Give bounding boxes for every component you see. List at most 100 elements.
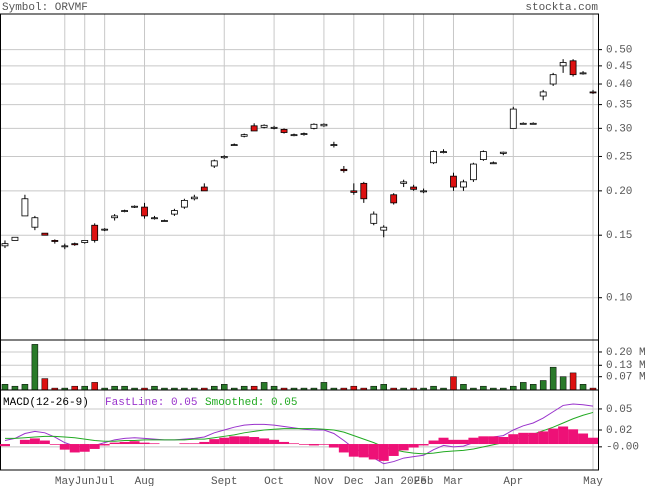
macd-histogram [0, 444, 10, 447]
candle-body [380, 226, 388, 231]
candle-body [31, 217, 39, 228]
volume-bar [520, 382, 527, 391]
x-tick-label: Apr [503, 476, 523, 486]
y-tick-label: 0.20 M [606, 347, 646, 359]
candle-body [549, 74, 557, 85]
macd-histogram [209, 439, 220, 445]
macd-histogram [79, 444, 90, 452]
macd-histogram [139, 442, 150, 445]
macd-histogram [119, 441, 130, 445]
y-tick-label: 0.25 [606, 151, 632, 163]
macd-histogram [189, 443, 200, 445]
macd-histogram [528, 432, 539, 445]
macd-histogram [468, 437, 479, 445]
x-tick-label: 2025 [400, 476, 426, 486]
candle-body [41, 232, 49, 236]
x-tick-label: Aug [135, 476, 155, 486]
candle-body [400, 181, 408, 184]
volume-bar [111, 385, 118, 391]
volume-bar [151, 385, 158, 391]
volume-bar [221, 384, 228, 391]
candle-body [91, 224, 99, 241]
candle-body [320, 123, 328, 127]
macd-histogram [488, 436, 499, 445]
y-tick-label: 0.35 [606, 100, 632, 112]
volume-bar [549, 366, 557, 391]
candle-body [440, 151, 447, 154]
macd-histogram [348, 444, 359, 457]
candle-body [489, 162, 497, 165]
macd-histogram [578, 433, 589, 445]
volume-bar [81, 385, 88, 391]
macd-histogram [378, 444, 389, 461]
volume-bar [579, 384, 587, 391]
macd-line [4, 411, 594, 455]
candle-body [190, 196, 198, 200]
x-tick-label: May [583, 476, 603, 486]
candle-body [280, 128, 288, 133]
macd-histogram [259, 438, 270, 445]
volume-bar [91, 382, 98, 391]
volume-bar [1, 384, 9, 391]
macd-histogram [548, 428, 559, 445]
volume-bar [240, 385, 248, 391]
y-tick-label: -0.00 [606, 442, 639, 454]
macd-histogram [89, 444, 100, 449]
macd-histogram [179, 443, 190, 445]
volume-bar [71, 385, 78, 391]
macd-histogram [229, 436, 240, 445]
x-tick-label: Jul [95, 476, 115, 486]
macd-histogram [109, 442, 120, 445]
volume-bar [510, 385, 517, 391]
symbol: Symbol: ORVMF [2, 2, 88, 14]
y-tick-label: 0.45 [606, 61, 632, 73]
candle-body [250, 125, 258, 132]
candle-body [81, 240, 89, 243]
macd-histogram [388, 444, 399, 456]
candle-body [569, 60, 577, 76]
macd-histogram [398, 444, 409, 451]
candle-body [300, 133, 308, 135]
x-tick-label: Feb [414, 476, 434, 486]
volume-bar [450, 376, 457, 391]
candle-body [370, 213, 378, 224]
y-tick-label: 0.50 [606, 45, 632, 57]
volume-bar [260, 382, 268, 391]
volume-bar [569, 372, 577, 391]
candle-body [141, 206, 148, 217]
macd-histogram [478, 436, 489, 445]
y-tick-label: 0.10 [606, 293, 632, 305]
macd-histogram [368, 444, 379, 460]
macd-histogram [298, 444, 309, 445]
y-tick-label: 0.02 [606, 425, 632, 437]
candle-body [71, 243, 79, 246]
macd-histogram [418, 444, 429, 446]
candle-body [121, 210, 128, 212]
volume-bar [250, 385, 258, 391]
candle-body [200, 186, 208, 192]
candle-body [11, 236, 19, 241]
macd-histogram [438, 437, 449, 445]
volume-bar [21, 384, 29, 391]
candle-body [479, 151, 487, 160]
candle-body [330, 144, 338, 147]
candle-body [21, 198, 29, 217]
candle-body [171, 210, 178, 215]
volume-bar [31, 344, 39, 391]
candle-body [111, 215, 119, 219]
candle-body [519, 122, 527, 125]
candle-body [220, 156, 228, 159]
macd-histogram [428, 440, 439, 445]
candle-body [390, 194, 398, 204]
x-tick-label: Mar [444, 476, 464, 486]
macd-histogram [289, 443, 300, 445]
macd-histogram [69, 444, 80, 453]
site: stockta.com [525, 2, 598, 14]
candle-body [210, 160, 218, 167]
candle-body [430, 151, 437, 164]
candle-body [51, 240, 59, 242]
macd-histogram [508, 434, 519, 445]
macd-histogram [358, 444, 369, 458]
volume-bar [41, 378, 49, 391]
